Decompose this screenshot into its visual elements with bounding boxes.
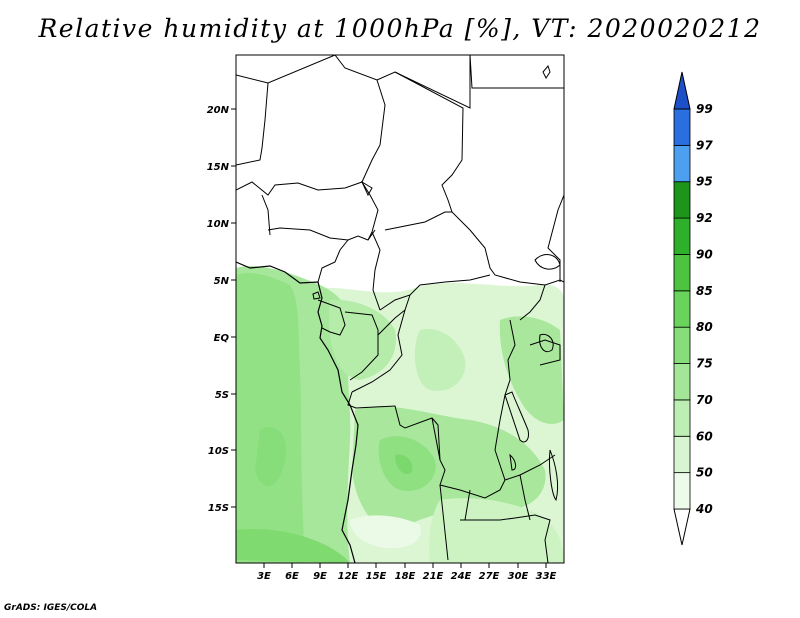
lat-tick-label: 10S [208,446,229,457]
lat-tick-label: 15S [208,503,229,514]
credit-text: GrADS: IGES/COLA [4,603,98,613]
lat-tick-label: EQ [214,333,230,344]
island-outline-2 [542,64,551,79]
colorbar-segment [673,363,691,401]
map-frame [235,54,565,564]
lon-tick-label: 3E [257,571,271,582]
lon-tick-label: 33E [536,571,557,582]
colorbar-label: 70 [696,393,713,407]
lon-tick-label: 9E [313,571,327,582]
colorbar-tip-low [673,508,691,546]
map-panel [236,55,564,563]
humidity-shading [236,265,564,563]
lon-tick-label: 21E [423,571,444,582]
lon-tick-label: 24E [451,571,472,582]
lon-tick-label: 6E [285,571,299,582]
lon-tick-label: 27E [479,571,500,582]
colorbar-segment [673,290,691,328]
colorbar-label: 60 [696,429,713,443]
colorbar-label: 92 [696,211,713,225]
colorbar-label: 97 [696,138,713,152]
lon-tick-label: 12E [338,571,359,582]
colorbar-label: 95 [696,175,713,189]
colorbar-label: 99 [696,102,713,116]
island-outline [312,291,321,300]
colorbar-label: 85 [696,284,713,298]
colorbar-segment [673,254,691,292]
lat-tick-label: 5S [215,390,229,401]
lat-axis: 20N 15N 10N 5N EQ 5S 10S 15S [207,105,236,514]
lat-tick-label: 20N [207,105,230,116]
chart-title: Relative humidity at 1000hPa [%], VT: 20… [38,14,762,43]
colorbar-label: 75 [696,357,713,371]
colorbar-segment [673,217,691,255]
lat-tick-label: 10N [207,219,230,230]
colorbar-segment [673,399,691,437]
lat-tick-label: 5N [214,276,230,287]
colorbar-label: 90 [696,247,713,261]
lon-tick-label: 15E [366,571,387,582]
coastline [236,261,359,563]
colorbar-segment [673,326,691,364]
country-borders [236,55,564,563]
colorbar-segment [673,108,691,146]
lake-outlines [360,180,561,502]
colorbar-segment [673,144,691,183]
lon-tick-label: 30E [508,571,529,582]
colorbar-segment [673,472,691,510]
colorbar-segment [673,435,691,474]
lon-tick-label: 18E [395,571,416,582]
colorbar-tip-high [673,71,691,110]
lon-axis: 3E 6E 9E 12E 15E 18E 21E 24E 27E 30E 33E [257,563,557,582]
colorbar-label: 50 [696,466,713,480]
colorbar-label: 80 [696,320,713,334]
colorbar: 40 50 60 70 75 80 85 90 92 95 97 99 [673,71,713,546]
lat-tick-label: 15N [207,162,230,173]
colorbar-label: 40 [695,502,713,516]
colorbar-segment [673,181,691,219]
